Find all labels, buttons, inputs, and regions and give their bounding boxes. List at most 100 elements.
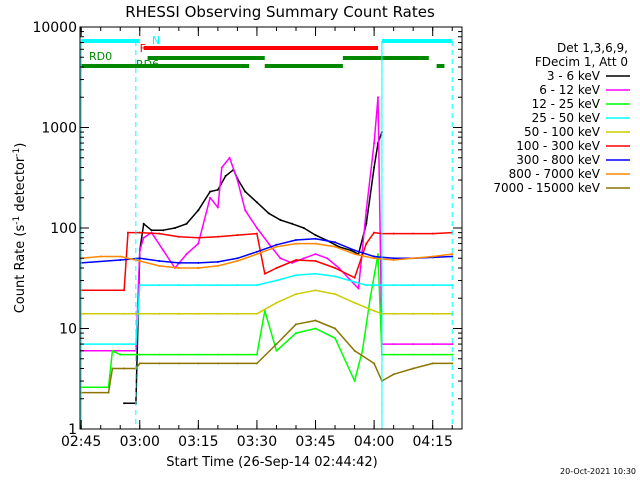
series-point-6-12-kev <box>162 249 165 252</box>
series-point-800-7000-kev <box>451 253 454 256</box>
series-point-100-300-kev <box>334 267 337 269</box>
series-point-25-50-kev <box>334 275 337 278</box>
series-point-3-6-kev <box>267 212 270 215</box>
series-point-300-800-kev <box>373 255 376 258</box>
series-point-300-800-kev <box>177 261 180 264</box>
series-point-6-12-kev <box>236 179 239 181</box>
series-point-25-50-kev <box>158 284 161 287</box>
series-point-300-800-kev <box>236 257 239 260</box>
series-point-300-800-kev <box>392 257 395 260</box>
y-tick-label-10000: 10000 <box>32 20 77 36</box>
y-axis-label-sup2: -1 <box>12 148 22 157</box>
series-point-7000-15000-kev <box>236 362 239 365</box>
x-tick-label-03-30: 03:30 <box>237 434 277 450</box>
series-point-25-50-kev <box>275 279 278 282</box>
series-point-7000-15000-kev <box>111 367 114 370</box>
series-point-800-7000-kev <box>431 255 434 258</box>
series-point-25-50-kev <box>197 284 200 287</box>
series-point-300-800-kev <box>275 243 278 246</box>
x-axis: 02:45 03:00 03:15 03:30 03:45 04:00 04:15 <box>61 27 453 450</box>
series-point-50-100-kev <box>123 312 126 315</box>
series-point-800-7000-kev <box>295 242 297 245</box>
series-point-12-25-kev <box>216 353 219 356</box>
series-point-50-100-kev <box>138 312 141 315</box>
y-tick-label-1000: 1000 <box>41 121 77 137</box>
series-point-12-25-kev <box>236 353 239 356</box>
series-point-12-25-kev <box>119 353 122 356</box>
flag-label-rd0: RD0 <box>89 50 112 63</box>
series-layer <box>80 96 454 405</box>
y-axis: 1 10 100 1000 10000 <box>32 20 462 438</box>
series-line-800-7000-kev <box>81 242 453 269</box>
series-point-7000-15000-kev <box>177 362 180 365</box>
series-point-7000-15000-kev <box>107 391 110 394</box>
x-tick-label-04-00: 04:00 <box>354 434 394 450</box>
series-point-800-7000-kev <box>412 257 415 260</box>
series-point-3-6-kev <box>255 201 258 204</box>
series-point-3-6-kev <box>123 402 126 405</box>
series-point-800-7000-kev <box>197 267 200 269</box>
series-point-6-12-kev <box>373 142 376 145</box>
series-point-7000-15000-kev <box>138 362 141 365</box>
y-axis-label-end: ) <box>13 143 28 148</box>
legend-label-50-100-kev: 50 - 100 keV <box>524 125 601 139</box>
series-point-3-6-kev <box>209 190 212 193</box>
series-point-7000-15000-kev <box>123 367 126 370</box>
legend-label-25-50-kev: 25 - 50 keV <box>532 111 601 125</box>
series-point-800-7000-kev <box>334 245 337 248</box>
series-point-6-12-kev <box>314 253 317 256</box>
series-point-12-25-kev <box>134 353 137 356</box>
y-axis-label-sup1: -1 <box>12 216 22 225</box>
series-point-25-50-kev <box>373 284 376 287</box>
series-point-6-12-kev <box>142 236 145 239</box>
y-tick-label-1: 1 <box>68 422 77 438</box>
series-point-6-12-kev <box>255 227 258 229</box>
series-point-3-6-kev <box>197 209 200 212</box>
series-point-50-100-kev <box>158 312 161 315</box>
series-point-800-7000-kev <box>314 242 317 245</box>
series-point-6-12-kev <box>392 343 395 346</box>
y-axis-label-mid: detector <box>13 156 28 216</box>
series-point-800-7000-kev <box>99 255 102 258</box>
series-point-7000-15000-kev <box>314 319 317 322</box>
series-point-25-50-kev <box>295 274 297 277</box>
series-point-50-100-kev <box>295 293 297 296</box>
series-point-300-800-kev <box>353 249 356 252</box>
series-point-3-6-kev <box>142 222 145 225</box>
series-point-50-100-kev <box>353 301 356 304</box>
series-point-12-25-kev <box>158 353 161 356</box>
series-point-7000-15000-kev <box>216 362 219 365</box>
footer-timestamp: 20-Oct-2021 10:30 <box>560 467 636 476</box>
series-point-7000-15000-kev <box>353 349 356 352</box>
series-point-100-300-kev <box>197 236 200 239</box>
series-point-7000-15000-kev <box>451 362 454 365</box>
series-point-3-6-kev <box>373 166 376 169</box>
series-point-25-50-kev <box>365 284 368 287</box>
series-point-300-800-kev <box>314 237 317 240</box>
series-point-50-100-kev <box>412 312 415 315</box>
series-point-3-6-kev <box>173 227 176 229</box>
series-point-100-300-kev <box>431 232 434 235</box>
series-point-25-50-kev <box>255 284 258 287</box>
series-point-50-100-kev <box>392 312 395 315</box>
series-point-25-50-kev <box>134 343 137 346</box>
flag-label-f: F <box>140 42 146 55</box>
series-point-12-25-kev <box>138 353 141 356</box>
series-point-800-7000-kev <box>373 257 376 260</box>
series-point-100-300-kev <box>365 242 368 245</box>
series-point-12-25-kev <box>431 353 434 356</box>
series-point-6-12-kev <box>216 206 219 209</box>
series-point-12-25-kev <box>361 349 364 352</box>
series-point-800-7000-kev <box>158 264 161 267</box>
series-point-100-300-kev <box>392 232 395 235</box>
legend-header-line-1: Det 1,3,6,9, <box>557 41 628 55</box>
series-point-6-12-kev <box>228 156 231 159</box>
series-point-100-300-kev <box>177 235 180 238</box>
series-point-3-6-kev <box>302 227 305 229</box>
series-point-50-100-kev <box>334 293 337 296</box>
series-point-12-25-kev <box>377 253 379 256</box>
series-point-3-6-kev <box>279 219 282 221</box>
series-point-12-25-kev <box>412 353 415 356</box>
series-point-6-12-kev <box>209 196 212 199</box>
y-tick-label-100: 100 <box>50 221 77 237</box>
